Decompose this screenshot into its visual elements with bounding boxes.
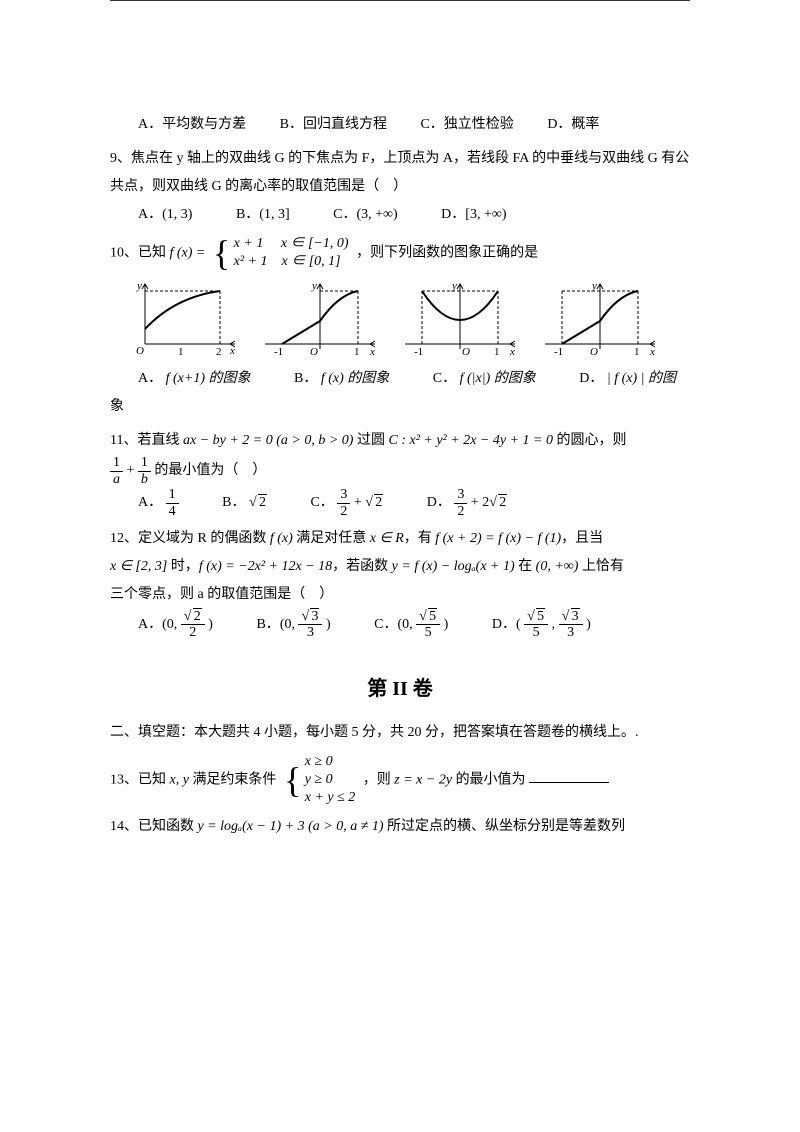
q10-graph-b: y x O -1 1: [260, 279, 380, 359]
svg-text:O: O: [590, 346, 598, 358]
q10-stem: 10、已知 f (x) = { x + 1 x ∈ [−1, 0) x² + 1…: [110, 235, 690, 271]
svg-text:2: 2: [216, 346, 222, 358]
q10-graph-d: y x O -1 1: [540, 279, 660, 359]
q12-options: A．(0, 22 ) B．(0, 33 ) C．(0, 55 ) D．( 55 …: [110, 609, 690, 641]
q12-opt-a: A．(0, 22 ): [138, 609, 213, 641]
q9-stem: 9、焦点在 y 轴上的双曲线 G 的下焦点为 F，上顶点为 A，若线段 FA 的…: [110, 145, 690, 201]
q11-options: A． 14 B． 2 C． 32 + 2 D． 32 + 22: [110, 487, 690, 519]
svg-text:1: 1: [634, 346, 640, 358]
q10-row2: x² + 1 x ∈ [0, 1]: [234, 253, 349, 271]
q8-opt-a: A．平均数与方差: [138, 111, 246, 139]
q9-opt-a: A．(1, 3): [138, 201, 192, 229]
q10-graph-a: y x O 1 2: [130, 279, 240, 359]
svg-text:O: O: [310, 346, 318, 358]
q11-opt-a: A． 14: [138, 487, 179, 519]
q13-system: { x ≥ 0 y ≥ 0 x + y ≤ 2: [284, 753, 355, 808]
q11-opt-b: B． 2: [222, 489, 267, 517]
q10-opt-a: A． f (x+1) 的图象: [138, 365, 251, 393]
q12-line2: x ∈ [2, 3] 时，f (x) = −2x² + 12x − 18，若函数…: [110, 553, 690, 581]
svg-text:-1: -1: [274, 346, 283, 358]
svg-text:y: y: [311, 280, 317, 292]
q10-options: A． f (x+1) 的图象 B． f (x) 的图象 C． f (|x|) 的…: [110, 365, 690, 393]
brace-icon: {: [284, 762, 301, 798]
q11-opt-c: C． 32 + 2: [310, 487, 383, 519]
page-body: A．平均数与方差 B．回归直线方程 C．独立性检验 D．概率 9、焦点在 y 轴…: [0, 41, 800, 881]
svg-text:-1: -1: [414, 346, 423, 358]
q12-line1: 12、定义域为 R 的偶函数 f (x) 满足对任意 x ∈ R，有 f (x …: [110, 525, 690, 553]
brace-icon: {: [213, 235, 230, 271]
q8-opt-b: B．回归直线方程: [280, 111, 387, 139]
svg-text:x: x: [509, 346, 515, 358]
q12-opt-b: B．(0, 33 ): [256, 609, 330, 641]
q9-opt-c: C．(3, +∞): [333, 201, 398, 229]
q9-opt-b: B．(1, 3]: [236, 201, 290, 229]
q10-opt-d: D． | f (x) | 的图: [579, 365, 676, 393]
svg-text:y: y: [591, 280, 597, 292]
q14: 14、已知函数 y = logₐ(x − 1) + 3 (a > 0, a ≠ …: [110, 813, 690, 841]
svg-text:1: 1: [494, 346, 500, 358]
q11-opt-d: D． 32 + 22: [427, 487, 508, 519]
q12-opt-c: C．(0, 55 ): [374, 609, 448, 641]
q9-opt-d: D．[3, +∞): [441, 201, 506, 229]
q8-opt-c: C．独立性检验: [420, 111, 513, 139]
q13-blank: [529, 768, 609, 783]
q10-fx: f (x) =: [170, 245, 209, 260]
q11-expr: 1a + 1b 的最小值为（ ）: [110, 455, 690, 487]
q10-graphs: y x O 1 2 y x O -1 1: [130, 279, 690, 359]
svg-text:1: 1: [178, 346, 184, 358]
q11-stem: 11、若直线 ax − by + 2 = 0 (a > 0, b > 0) 过圆…: [110, 427, 690, 455]
part2-desc: 二、填空题：本大题共 4 小题，每小题 5 分，共 20 分，把答案填在答题卷的…: [110, 719, 690, 747]
svg-text:x: x: [649, 346, 655, 358]
q9-options: A．(1, 3) B．(1, 3] C．(3, +∞) D．[3, +∞): [110, 201, 690, 229]
svg-text:O: O: [462, 346, 470, 358]
svg-text:1: 1: [354, 346, 360, 358]
part2-title: 第 II 卷: [110, 669, 690, 709]
q12-opt-d: D．( 55 , 33 ): [492, 609, 591, 641]
svg-text:-1: -1: [554, 346, 563, 358]
svg-text:O: O: [136, 345, 144, 357]
svg-text:x: x: [229, 345, 235, 357]
q10-suf: ，则下列函数的图象正确的是: [356, 245, 538, 260]
q10-opt-c: C． f (|x|) 的图象: [433, 365, 536, 393]
q8-options: A．平均数与方差 B．回归直线方程 C．独立性检验 D．概率: [110, 111, 690, 139]
q12-line3: 三个零点，则 a 的取值范围是（ ）: [110, 581, 690, 609]
q10-graph-c: y x O -1 1: [400, 279, 520, 359]
svg-text:y: y: [136, 280, 142, 292]
q10-piecewise: { x + 1 x ∈ [−1, 0) x² + 1 x ∈ [0, 1]: [213, 235, 349, 271]
q13: 13、已知 x, y 满足约束条件 { x ≥ 0 y ≥ 0 x + y ≤ …: [110, 753, 690, 808]
q10-opt-b: B． f (x) 的图象: [294, 365, 389, 393]
q10-row1: x + 1 x ∈ [−1, 0): [234, 235, 349, 253]
q10-pre: 10、已知: [110, 245, 170, 260]
q10-opt-d-cont: 象: [110, 393, 690, 421]
page-rule: [110, 0, 690, 1]
svg-text:x: x: [369, 346, 375, 358]
svg-text:y: y: [451, 280, 457, 292]
q8-opt-d: D．概率: [547, 111, 599, 139]
